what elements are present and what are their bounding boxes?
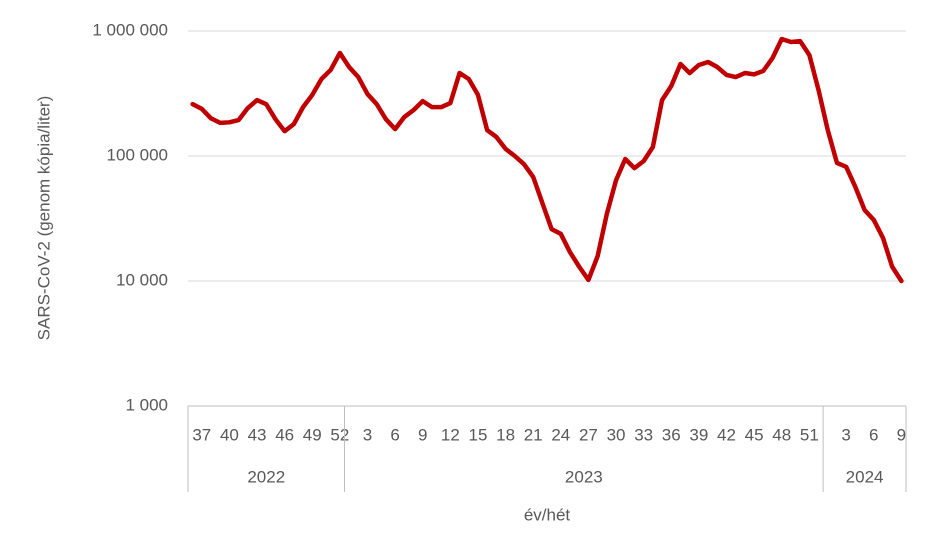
group-label: 2022 [247,467,285,486]
x-axis-title: év/hét [524,505,571,524]
y-tick-label: 100 000 [107,145,168,164]
x-tick-label: 51 [800,425,819,444]
x-tick-label: 33 [634,425,653,444]
x-tick-label: 9 [897,425,906,444]
group-label: 2023 [565,467,603,486]
x-tick-label: 42 [717,425,736,444]
x-tick-label: 43 [248,425,267,444]
x-tick-label: 27 [579,425,598,444]
x-tick-label: 3 [363,425,372,444]
x-tick-label: 6 [390,425,399,444]
x-tick-label: 30 [607,425,626,444]
group-label: 2024 [846,467,884,486]
x-tick-label: 3 [841,425,850,444]
x-tick-label: 18 [496,425,515,444]
x-tick-label: 39 [689,425,708,444]
x-tick-label: 6 [869,425,878,444]
y-tick-label: 10 000 [116,270,168,289]
x-tick-label: 15 [469,425,488,444]
x-tick-label: 49 [303,425,322,444]
data-line [190,36,904,284]
x-tick-label: 46 [275,425,294,444]
y-tick-label: 1 000 000 [92,20,168,39]
x-tick-label: 45 [745,425,764,444]
x-tick-label: 37 [192,425,211,444]
x-tick-label: 24 [551,425,570,444]
y-tick-label: 1 000 [125,395,168,414]
x-tick-label: 36 [662,425,681,444]
x-tick-label: 48 [772,425,791,444]
y-axis-title: SARS-CoV-2 (genom kópia/liter) [34,96,53,341]
x-tick-label: 40 [220,425,239,444]
x-tick-label: 9 [418,425,427,444]
x-tick-label: 52 [330,425,349,444]
x-tick-label: 12 [441,425,460,444]
x-tick-label: 21 [524,425,543,444]
